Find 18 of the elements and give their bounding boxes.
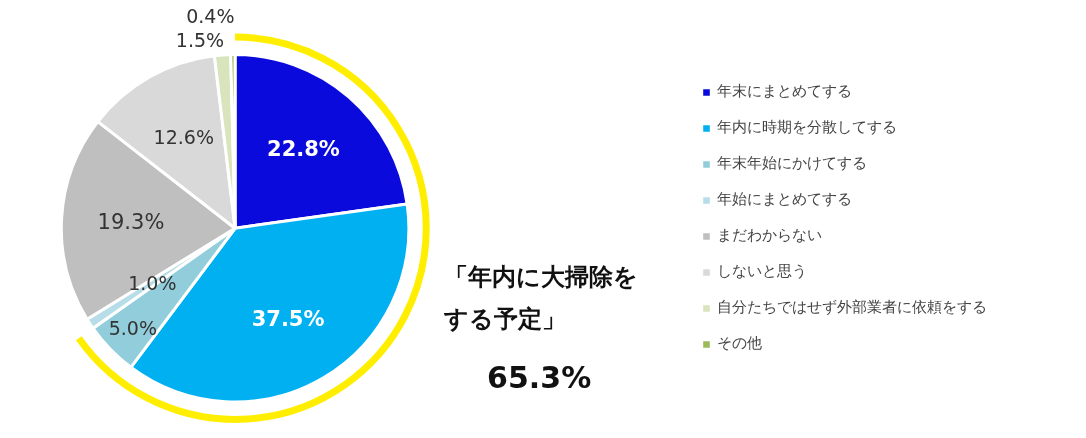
legend-label: 年内に時期を分散してする [717,118,897,137]
legend-label: 年末にまとめてする [717,82,852,101]
legend-label: 年始にまとめてする [717,190,852,209]
legend-label: その他 [717,334,762,353]
legend-label: しないと思う [717,262,807,281]
data-label: 12.6% [153,125,214,148]
data-label: 1.5% [175,28,225,51]
legend-label: まだわからない [717,226,822,245]
data-label: 1.0% [128,272,177,295]
data-label: 22.8% [267,136,340,161]
data-label: 19.3% [97,210,165,235]
legend-label: 年末年始にかけてする [717,154,867,173]
legend-label: 自分たちではせず外部業者に依頼をする [717,298,987,317]
data-label: 37.5% [251,306,325,331]
data-label: 0.4% [186,5,235,28]
text: 「年内に大掃除をする予定」 [442,263,638,334]
data-label: 5.0% [108,317,157,340]
text: 65.3% [487,359,592,395]
